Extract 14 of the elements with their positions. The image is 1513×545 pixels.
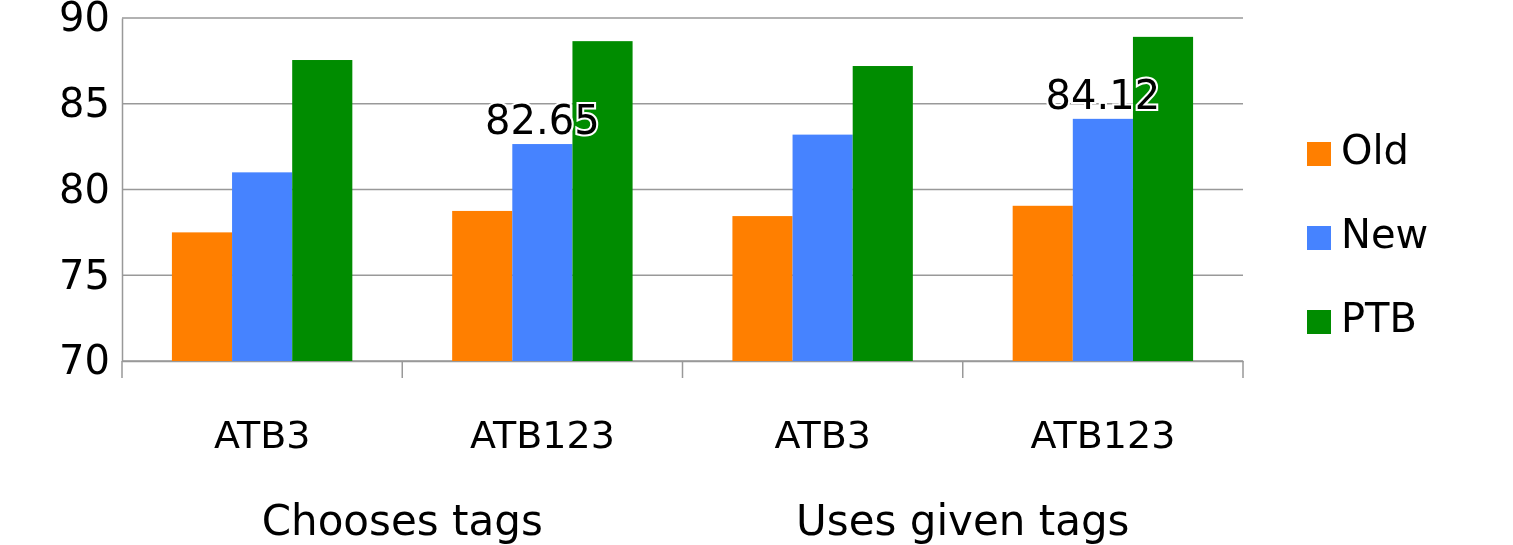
- text: Uses given tags: [796, 496, 1130, 545]
- x-tick-label: ATB123: [1030, 412, 1176, 457]
- legend-label: New: [1341, 211, 1429, 257]
- y-tick-label: 80: [59, 165, 110, 212]
- x-tick-label: ATB123: [469, 412, 615, 457]
- legend-label: PTB: [1341, 295, 1417, 341]
- y-tick-label: 75: [59, 251, 110, 298]
- y-tick-label: 85: [59, 80, 110, 127]
- x-tick-label: ATB3: [774, 412, 871, 457]
- legend-label: Old: [1341, 127, 1409, 173]
- text: Chooses tags: [261, 496, 543, 545]
- x-tick-label: ATB3: [213, 412, 311, 457]
- y-tick-label: 70: [59, 337, 110, 384]
- y-tick-label: 90: [59, 0, 110, 41]
